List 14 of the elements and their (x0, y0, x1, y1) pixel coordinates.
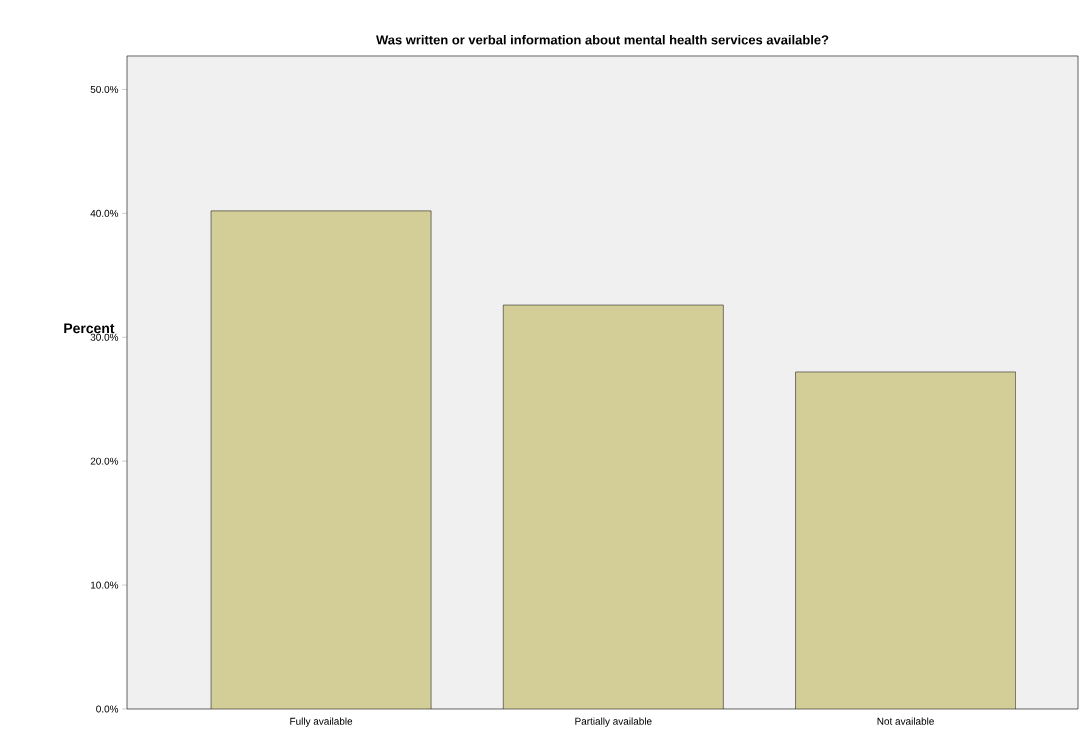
y-tick-label: 0.0% (96, 705, 119, 713)
x-tick-label: Partially available (575, 717, 652, 727)
bar (503, 304, 724, 709)
y-tick-label: 50.0% (90, 85, 119, 93)
y-tick-label: 30.0% (90, 333, 119, 341)
bar (211, 210, 432, 709)
chart-title: Was written or verbal information about mental health services available? (376, 34, 829, 45)
x-tick-label: Not available (877, 717, 934, 725)
y-tick-label: 10.0% (91, 581, 119, 589)
y-tick-label: 40.0% (90, 209, 119, 217)
y-tick-label: 20.0% (90, 457, 119, 465)
y-axis-title: Percent (64, 323, 115, 334)
bar (795, 371, 1016, 709)
x-tick-label: Fully available (290, 717, 353, 727)
